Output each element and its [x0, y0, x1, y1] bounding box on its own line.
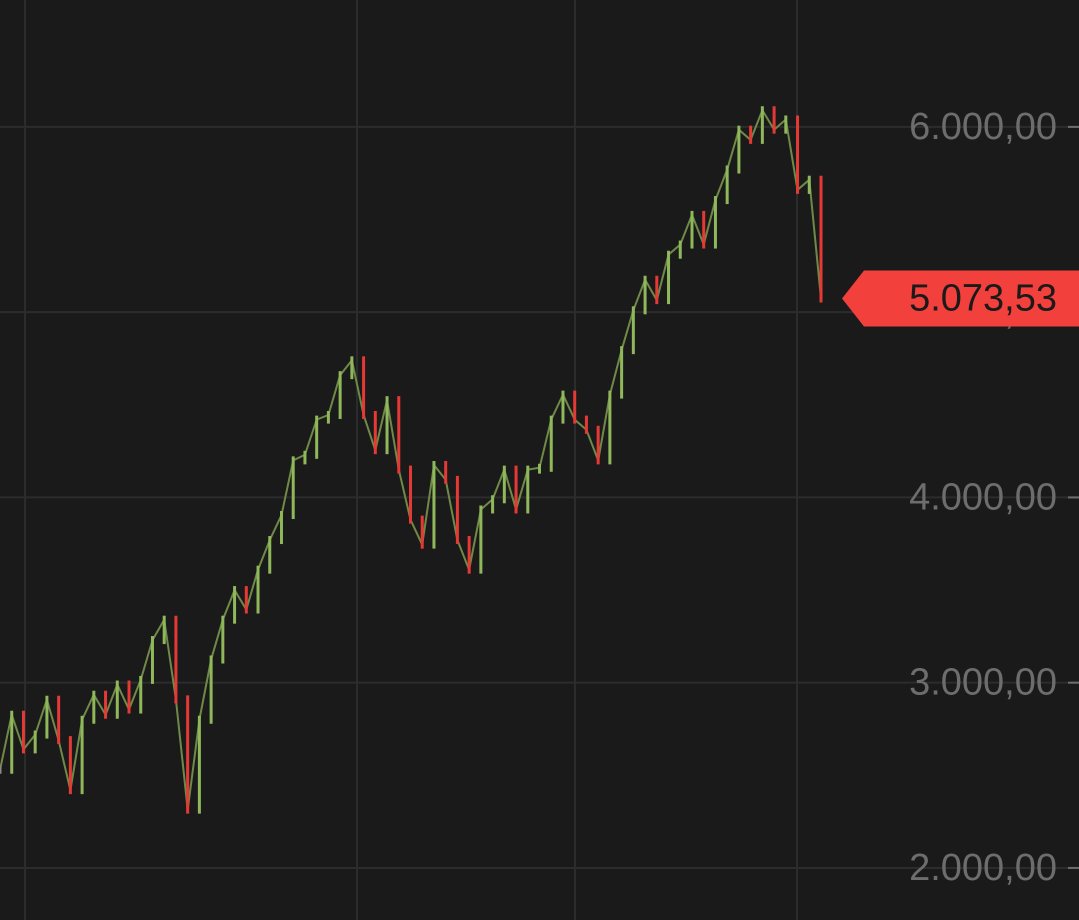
- price-tag-label: 5.073,53: [909, 278, 1057, 320]
- y-tick-label: 3.000,00: [909, 662, 1057, 704]
- y-tick-label: 6.000,00: [909, 106, 1057, 148]
- y-tick-label: 4.000,00: [909, 476, 1057, 518]
- price-tag: 5.073,53: [842, 270, 1079, 327]
- y-tick-label: 2.000,00: [909, 847, 1057, 889]
- price-tag-box: [842, 270, 1079, 327]
- plot: [0, 106, 823, 814]
